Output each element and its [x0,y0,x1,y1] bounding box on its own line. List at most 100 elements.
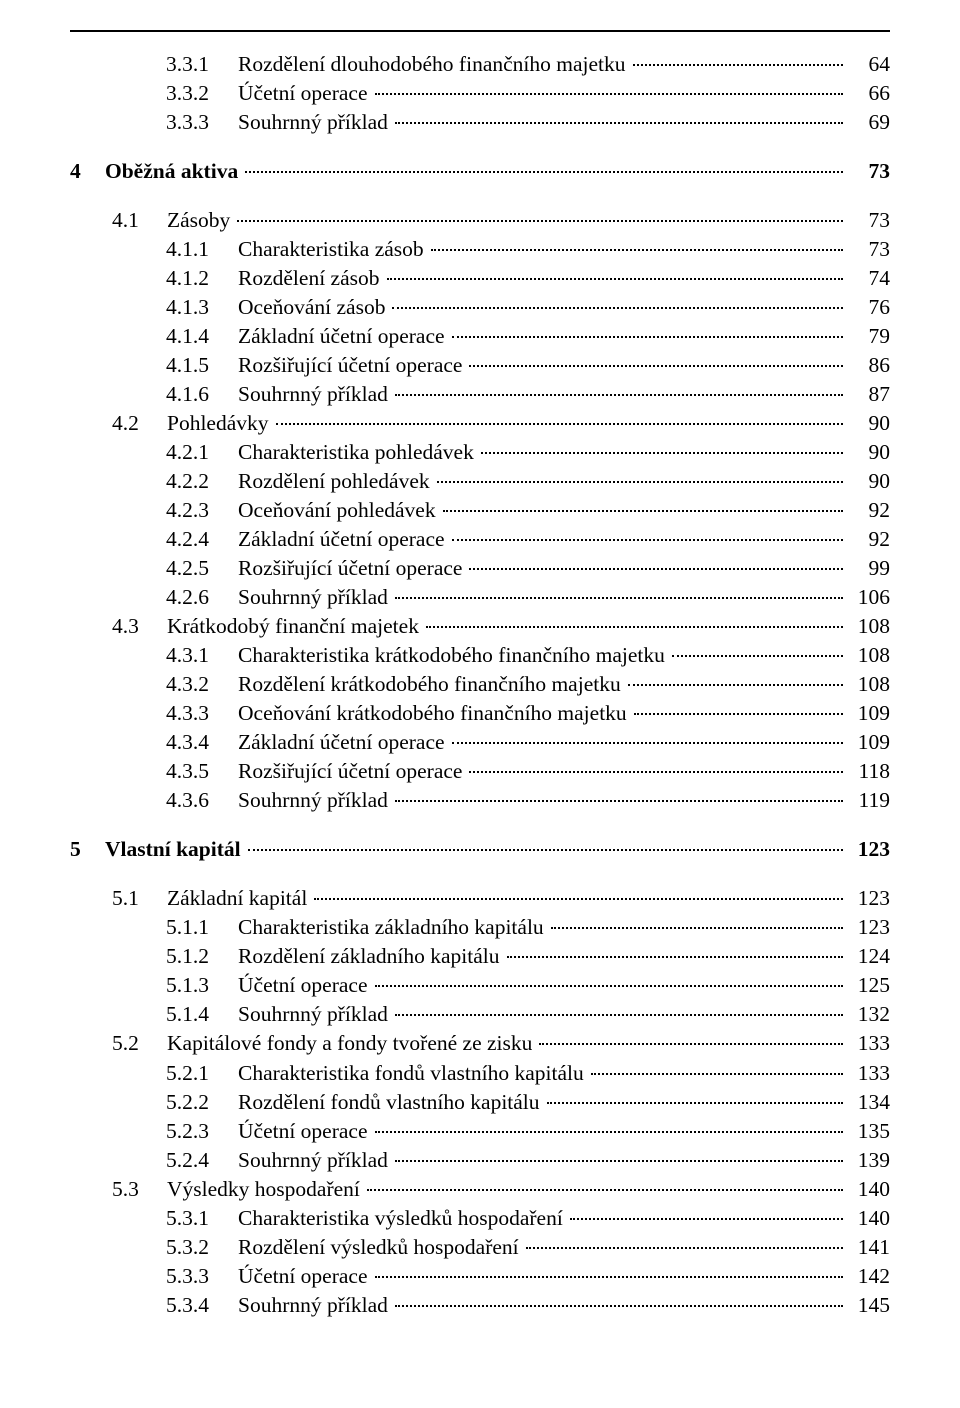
toc-entry-title: Souhrnný příklad [238,1291,392,1320]
toc-entry-page: 73 [846,235,890,264]
toc-entry-page: 87 [846,380,890,409]
toc-entry-page: 109 [846,728,890,757]
toc-entry-page: 109 [846,699,890,728]
toc-dot-leader [547,1102,843,1104]
toc-entry-title: Souhrnný příklad [238,380,392,409]
toc-entry-page: 135 [846,1117,890,1146]
toc-entry-title: Oceňování zásob [238,293,389,322]
toc-entry-title: Vlastní kapitál [105,835,245,864]
toc-entry-number: 3.3.1 [166,50,238,79]
toc-entry-number: 3.3.3 [166,108,238,137]
toc-entry-number: 4.3.1 [166,641,238,670]
toc-entry-page: 133 [846,1029,890,1058]
toc-entry: 4.3.5Rozšiřující účetní operace118 [70,757,890,786]
toc-entry-number: 5.1.1 [166,913,238,942]
toc-dot-leader [452,539,843,541]
toc-dot-leader [526,1247,843,1249]
toc-entry-page: 99 [846,554,890,583]
toc-entry-page: 79 [846,322,890,351]
toc-entry-number: 5.2.3 [166,1117,238,1146]
toc-dot-leader [395,597,843,599]
toc-entry-title: Rozdělení zásob [238,264,384,293]
toc-dot-leader [375,1276,843,1278]
toc-entry-title: Charakteristika krátkodobého finančního … [238,641,669,670]
toc-entry-title: Charakteristika pohledávek [238,438,478,467]
toc-entry: 5.3.2Rozdělení výsledků hospodaření141 [70,1233,890,1262]
toc-entry-number: 3.3.2 [166,79,238,108]
toc-entry: 4.2Pohledávky 90 [70,409,890,438]
toc-entry-page: 76 [846,293,890,322]
toc-entry: 4.1.6Souhrnný příklad87 [70,380,890,409]
toc-entry: 4.2.1Charakteristika pohledávek90 [70,438,890,467]
toc-entry: 5.2.1Charakteristika fondů vlastního kap… [70,1059,890,1088]
toc-entry-title: Rozdělení krátkodobého finančního majetk… [238,670,625,699]
toc-dot-leader [245,171,843,173]
toc-entry-page: 73 [846,157,890,186]
toc-entry-number: 5.1 [112,884,167,913]
toc-entry: 5Vlastní kapitál 123 [70,835,890,864]
toc-entry-title: Rozdělení výsledků hospodaření [238,1233,523,1262]
toc-entry-title: Oběžná aktiva [105,157,242,186]
toc-entry-page: 123 [846,884,890,913]
toc-entry-title: Kapitálové fondy a fondy tvořené ze zisk… [167,1029,536,1058]
toc-dot-leader [375,1131,843,1133]
toc-dot-leader [452,336,843,338]
toc-dot-leader [367,1189,843,1191]
toc-entry-number: 5.2.1 [166,1059,238,1088]
toc-entry: 5.1Základní kapitál123 [70,884,890,913]
toc-entry-number: 4.2 [112,409,167,438]
toc-entry: 4.1.4Základní účetní operace79 [70,322,890,351]
toc-entry-number: 5 [70,835,105,864]
toc-entry: 4.3.6Souhrnný příklad119 [70,786,890,815]
toc-entry-page: 90 [846,409,890,438]
toc-entry-page: 141 [846,1233,890,1262]
toc-entry-page: 92 [846,496,890,525]
toc-entry-title: Rozdělení fondů vlastního kapitálu [238,1088,544,1117]
toc-entry: 4.2.5Rozšiřující účetní operace99 [70,554,890,583]
toc-entry-page: 64 [846,50,890,79]
toc-entry-title: Rozšiřující účetní operace [238,757,466,786]
toc-dot-leader [395,122,843,124]
toc-entry-page: 134 [846,1088,890,1117]
toc-entry-title: Charakteristika základního kapitálu [238,913,548,942]
toc-entry-page: 133 [846,1059,890,1088]
toc-entry: 4.3.1Charakteristika krátkodobého finanč… [70,641,890,670]
toc-dot-leader [276,423,843,425]
toc-entry-number: 4.1.4 [166,322,238,351]
toc-dot-leader [628,684,843,686]
toc-entry: 5.3Výsledky hospodaření140 [70,1175,890,1204]
toc-entry-title: Pohledávky [167,409,273,438]
toc-entry-page: 118 [846,757,890,786]
toc-entry: 4.1.2Rozdělení zásob74 [70,264,890,293]
toc-entry-number: 5.3.3 [166,1262,238,1291]
toc-entry: 5.2Kapitálové fondy a fondy tvořené ze z… [70,1029,890,1058]
toc-dot-leader [237,220,843,222]
toc-entry-number: 4.3.4 [166,728,238,757]
toc-dot-leader [431,249,843,251]
toc-dot-leader [443,510,843,512]
toc-dot-leader [314,898,843,900]
top-rule [70,30,890,32]
toc-entry: 5.1.4Souhrnný příklad132 [70,1000,890,1029]
toc-entry: 4.3Krátkodobý finanční majetek108 [70,612,890,641]
toc-dot-leader [507,956,844,958]
toc-page: 3.3.1Rozdělení dlouhodobého finančního m… [0,0,960,1408]
toc-entry-title: Účetní operace [238,79,372,108]
toc-entry: 5.1.2Rozdělení základního kapitálu124 [70,942,890,971]
toc-entry-number: 4.2.3 [166,496,238,525]
toc-entry-page: 140 [846,1204,890,1233]
toc-entry-title: Účetní operace [238,1262,372,1291]
toc-entry-page: 106 [846,583,890,612]
toc-entry: 5.1.3Účetní operace125 [70,971,890,1000]
toc-entry-page: 90 [846,438,890,467]
toc-list: 3.3.1Rozdělení dlouhodobého finančního m… [70,50,890,1320]
toc-entry-title: Oceňování krátkodobého finančního majetk… [238,699,631,728]
toc-entry-number: 5.2.2 [166,1088,238,1117]
toc-entry-page: 123 [846,835,890,864]
toc-entry-title: Rozšiřující účetní operace [238,351,466,380]
toc-entry-title: Krátkodobý finanční majetek [167,612,423,641]
toc-entry-title: Souhrnný příklad [238,1000,392,1029]
toc-entry: 4.1.1Charakteristika zásob73 [70,235,890,264]
toc-entry-title: Základní účetní operace [238,728,449,757]
toc-entry-title: Souhrnný příklad [238,786,392,815]
